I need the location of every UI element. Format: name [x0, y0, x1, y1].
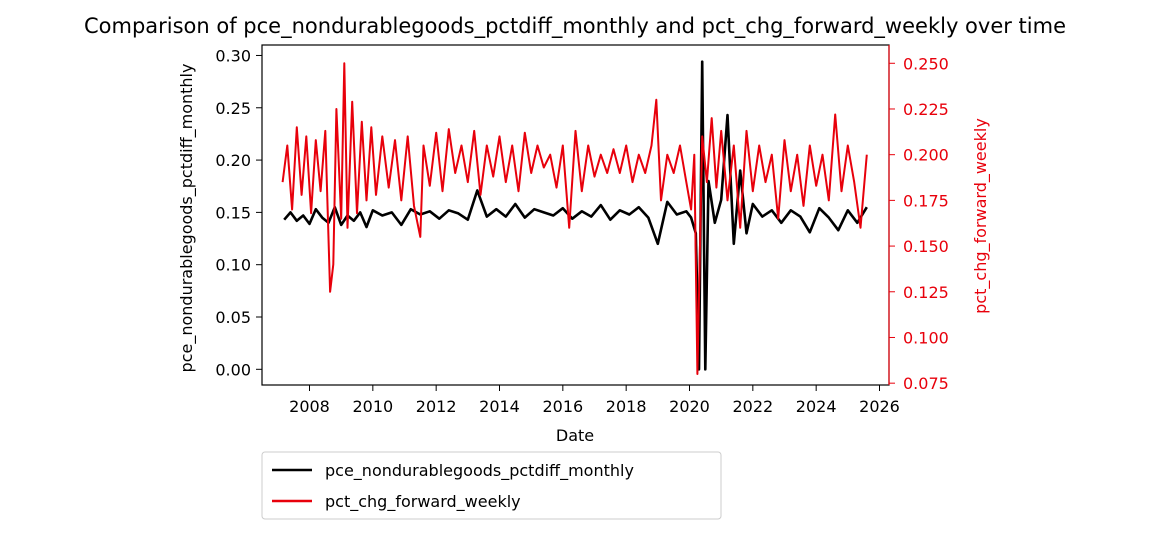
legend: pce_nondurablegoods_pctdiff_monthly pct_…	[261, 451, 722, 520]
left-tick-label: 0.00	[215, 360, 251, 379]
x-axis-label: Date	[556, 426, 594, 445]
x-tick-label: 2022	[732, 397, 773, 416]
legend-box	[261, 451, 722, 520]
x-tick-label: 2018	[606, 397, 647, 416]
right-tick-label: 0.200	[903, 146, 949, 165]
left-tick-label: 0.25	[215, 99, 251, 118]
x-tick-label: 2014	[479, 397, 520, 416]
right-axis-label: pct_chg_forward_weekly	[971, 118, 991, 314]
series-line-pce-nondurablegoods	[283, 60, 868, 371]
left-tick-label: 0.05	[215, 308, 251, 327]
x-tick-label: 2008	[289, 397, 330, 416]
left-axis-label: pce_nondurablegoods_pctdiff_monthly	[177, 64, 197, 373]
right-axis-ticks: 0.075 0.100 0.125 0.150 0.175 0.200 0.225 0.250	[889, 54, 949, 393]
left-tick-label: 0.10	[215, 256, 251, 275]
right-tick-label: 0.225	[903, 100, 949, 119]
right-tick-label: 0.250	[903, 54, 949, 73]
left-axis-ticks: 0.00 0.05 0.10 0.15 0.20 0.25 0.30	[215, 46, 262, 379]
legend-label-forward: pct_chg_forward_weekly	[325, 492, 521, 512]
right-tick-label: 0.125	[903, 283, 949, 302]
legend-label-pce: pce_nondurablegoods_pctdiff_monthly	[325, 461, 634, 481]
chart-title: Comparison of pce_nondurablegoods_pctdif…	[84, 14, 1066, 39]
right-tick-label: 0.150	[903, 237, 949, 256]
left-tick-label: 0.30	[215, 46, 251, 65]
x-tick-label: 2010	[352, 397, 393, 416]
left-tick-label: 0.20	[215, 151, 251, 170]
right-tick-label: 0.175	[903, 191, 949, 210]
x-tick-label: 2020	[669, 397, 710, 416]
x-tick-label: 2016	[542, 397, 583, 416]
right-tick-label: 0.075	[903, 374, 949, 393]
plot-lines	[281, 60, 868, 375]
series-line-pct-chg-forward-weekly	[281, 62, 868, 375]
x-tick-label: 2026	[859, 397, 900, 416]
right-tick-label: 0.100	[903, 328, 949, 347]
x-tick-label: 2012	[416, 397, 457, 416]
left-tick-label: 0.15	[215, 203, 251, 222]
x-tick-label: 2024	[796, 397, 837, 416]
x-axis-ticks: 2008 2010 2012 2014 2016 2018 2020 2022 2024 2026	[289, 385, 900, 416]
